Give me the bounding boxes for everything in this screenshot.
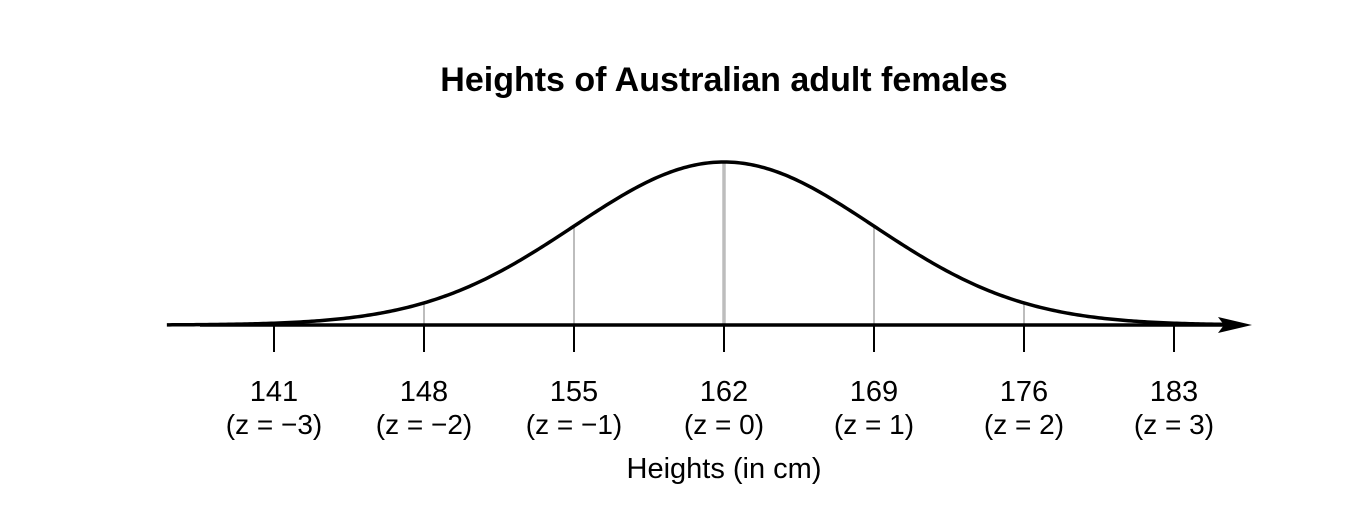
x-tick-label: 176: [1000, 376, 1048, 408]
z-score-label: (z = −3): [226, 409, 322, 440]
x-axis-ticks: 141(z = −3)148(z = −2)155(z = −1)162(z =…: [226, 325, 1214, 440]
z-score-label: (z = −2): [376, 409, 472, 440]
x-tick-label: 183: [1150, 376, 1198, 408]
x-tick-label: 141: [250, 376, 298, 408]
z-score-label: (z = 3): [1134, 409, 1214, 440]
x-tick-label: 155: [550, 376, 598, 408]
z-score-label: (z = −1): [526, 409, 622, 440]
z-score-label: (z = 0): [684, 409, 764, 440]
density-curve: [166, 160, 1239, 327]
x-axis-title: Heights (in cm): [627, 453, 822, 485]
chart-title: Heights of Australian adult females: [440, 61, 1007, 99]
x-tick-label: 148: [400, 376, 448, 408]
x-tick-label: 162: [700, 376, 748, 408]
axis-arrowhead: [1218, 317, 1252, 333]
sd-lines: [273, 162, 1175, 325]
z-score-label: (z = 1): [834, 409, 914, 440]
x-tick-label: 169: [850, 376, 898, 408]
z-score-label: (z = 2): [984, 409, 1064, 440]
